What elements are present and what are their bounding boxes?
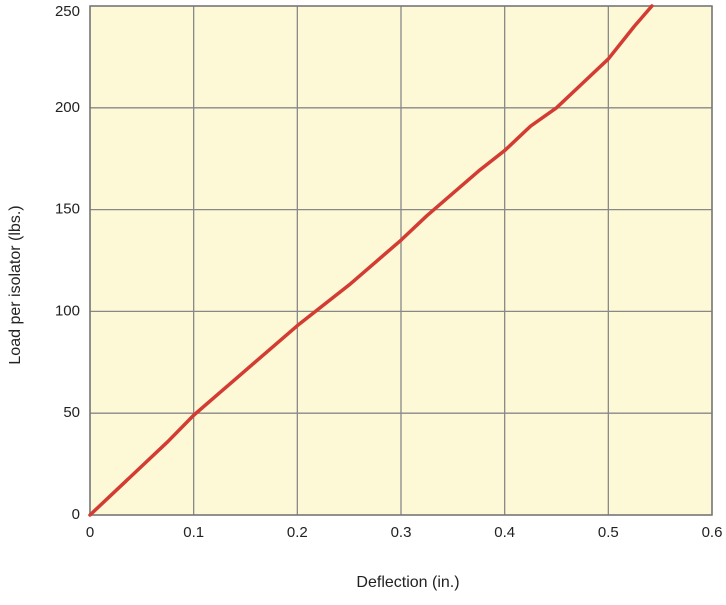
y-tick-label: 50 (63, 404, 80, 421)
x-axis-label: Deflection (in.) (356, 574, 459, 591)
y-axis-label: Load per isolator (lbs.) (7, 205, 24, 364)
x-tick-label: 0.1 (183, 524, 204, 541)
y-tick-label: 250 (55, 3, 80, 20)
y-tick-label: 100 (55, 302, 80, 319)
x-tick-label: 0 (86, 524, 94, 541)
y-tick-label: 200 (55, 99, 80, 116)
x-tick-label: 0.5 (598, 524, 619, 541)
data-line (88, 4, 654, 517)
x-tick-label: 0.6 (702, 524, 723, 541)
ticks: 0 50 100 150 200 250 0 0.1 0.2 0.3 0.4 0.5 0.6 (55, 3, 722, 541)
grid (89, 5, 713, 516)
plot-border (89, 5, 713, 516)
x-tick-label: 0.3 (391, 524, 412, 541)
y-tick-label: 150 (55, 201, 80, 218)
x-tick-label: 0.2 (287, 524, 308, 541)
x-tick-label: 0.4 (494, 524, 515, 541)
y-tick-label: 0 (72, 506, 80, 523)
